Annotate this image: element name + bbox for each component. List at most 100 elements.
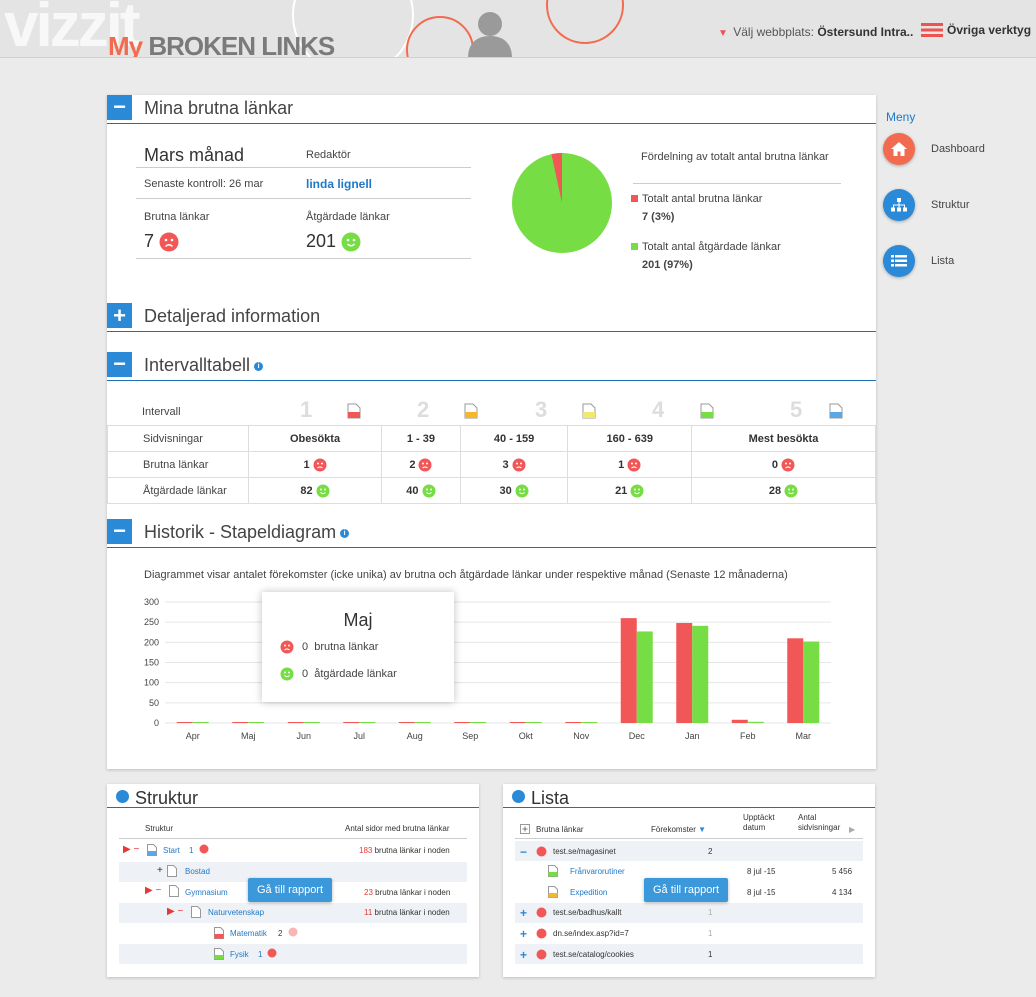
tree-node-naturvetenskap[interactable]: Naturvetenskap xyxy=(208,908,265,917)
site-selector[interactable]: ▼ Välj webbplats: Östersund Intra.. xyxy=(718,25,913,39)
bar-fixed[interactable] xyxy=(414,722,431,723)
tree-node-fysik[interactable]: Fysik xyxy=(230,950,249,959)
bar-broken[interactable] xyxy=(787,638,804,723)
bar-fixed[interactable] xyxy=(747,721,764,723)
tree-node-matematik[interactable]: Matematik xyxy=(230,929,267,938)
distribution-pie-chart xyxy=(512,153,612,253)
collapse-toggle-button[interactable]: − xyxy=(107,95,132,120)
menu-item-label: Dashboard xyxy=(931,143,985,155)
table-cell[interactable]: 82 xyxy=(247,477,383,504)
panel-title: Struktur xyxy=(135,788,199,808)
broken-link-search-icon[interactable] xyxy=(199,844,211,856)
bar-broken[interactable] xyxy=(343,722,360,723)
bar-broken[interactable] xyxy=(176,722,193,723)
expand-toggle-button[interactable]: + xyxy=(107,303,132,328)
bar-fixed[interactable] xyxy=(192,722,209,723)
bar-broken[interactable] xyxy=(731,719,748,723)
expand-arrow-icon[interactable]: ▶ − xyxy=(167,906,184,917)
menu-item-struktur[interactable]: Struktur xyxy=(883,189,970,221)
bar-broken[interactable] xyxy=(620,618,637,723)
x-tick-label: Okt xyxy=(519,731,534,741)
x-tick-label: Maj xyxy=(241,731,256,741)
chart-description: Diagrammet visar antalet förekomster (ic… xyxy=(144,569,788,581)
bar-fixed[interactable] xyxy=(525,722,542,723)
info-icon[interactable]: i xyxy=(340,529,350,538)
bar-fixed[interactable] xyxy=(303,722,320,723)
table-cell[interactable]: 30 xyxy=(459,477,569,504)
menu-item-lista[interactable]: Lista xyxy=(883,245,954,277)
y-tick-label: 200 xyxy=(144,637,159,647)
sitemap-icon xyxy=(116,790,129,803)
brand-logo[interactable]: My BROKEN LINKS xyxy=(108,31,335,57)
pageviews-count: 4 134 xyxy=(832,888,853,897)
expand-plus-icon[interactable]: + xyxy=(520,927,528,941)
column-header[interactable]: Antal sidvisningar xyxy=(798,813,841,832)
go-to-report-button[interactable]: Gå till rapport xyxy=(644,878,729,902)
lista-panel-header: Lista xyxy=(503,784,875,808)
table-cell[interactable]: 0 xyxy=(690,451,877,478)
referring-page-link[interactable]: Expedition xyxy=(570,888,608,897)
table-cell[interactable]: 1 xyxy=(247,451,383,478)
bar-fixed[interactable] xyxy=(692,625,709,723)
happy-face-icon xyxy=(422,484,436,497)
x-tick-label: Dec xyxy=(629,731,646,741)
broken-link-url[interactable]: test.se/magasinet xyxy=(553,847,616,856)
expand-arrow-icon[interactable]: ▶ − xyxy=(145,885,162,896)
expand-plus-icon[interactable]: + xyxy=(520,906,528,920)
expand-all-icon[interactable] xyxy=(520,824,530,834)
legend-broken-label: Totalt antal brutna länkar xyxy=(642,193,763,205)
bar-broken[interactable] xyxy=(287,722,304,723)
column-header[interactable]: Upptäckt datum xyxy=(743,813,775,832)
bar-broken[interactable] xyxy=(509,722,526,723)
bar-broken[interactable] xyxy=(454,722,471,723)
broken-link-search-icon[interactable] xyxy=(267,948,279,960)
info-icon[interactable]: i xyxy=(254,362,264,371)
bar-fixed[interactable] xyxy=(581,722,598,723)
collapse-toggle-button[interactable]: − xyxy=(107,519,132,544)
bar-broken[interactable] xyxy=(565,722,582,723)
bar-fixed[interactable] xyxy=(470,722,487,723)
bar-broken[interactable] xyxy=(232,722,249,723)
tree-node-bostad[interactable]: Bostad xyxy=(185,867,210,876)
bar-fixed[interactable] xyxy=(803,641,820,723)
broken-link-search-icon[interactable] xyxy=(288,927,300,939)
column-header-sorted[interactable]: Förekomster ▼ xyxy=(651,825,706,834)
other-tools-button[interactable]: Övriga verktyg xyxy=(921,23,1031,37)
broken-link-url[interactable]: dn.se/index.asp?id=7 xyxy=(553,929,629,938)
cell-value: 0 xyxy=(771,458,779,471)
column-header[interactable]: Brutna länkar xyxy=(536,825,584,834)
editor-name-link[interactable]: linda lignell xyxy=(306,177,373,191)
bar-fixed[interactable] xyxy=(248,722,265,723)
pie-slice-broken[interactable] xyxy=(551,153,562,203)
menu-item-dashboard[interactable]: Dashboard xyxy=(883,133,985,165)
broken-link-url[interactable]: test.se/catalog/cookies xyxy=(553,950,634,959)
collapse-toggle-button[interactable]: − xyxy=(107,352,132,377)
bar-broken[interactable] xyxy=(398,722,415,723)
other-tools-label: Övriga verktyg xyxy=(947,23,1032,37)
sort-desc-icon: ▼ xyxy=(698,825,707,834)
expand-arrow-icon[interactable]: ▶ − xyxy=(123,844,140,855)
node-info: 23 brutna länkar i noden xyxy=(364,888,450,897)
row-band xyxy=(515,903,863,923)
scroll-right-icon[interactable]: ▶ xyxy=(849,825,856,834)
expand-plus-icon[interactable]: + xyxy=(157,865,163,876)
tree-node-start[interactable]: Start xyxy=(163,846,180,855)
main-panel: − Mina brutna länkar Mars månad Redaktör… xyxy=(107,95,877,769)
broken-link-url[interactable]: test.se/badhus/kallt xyxy=(553,908,622,917)
table-cell[interactable]: 1 xyxy=(567,451,692,478)
bar-fixed[interactable] xyxy=(359,722,376,723)
bar-fixed[interactable] xyxy=(636,631,653,723)
tree-node-gymnasium[interactable]: Gymnasium xyxy=(185,888,228,897)
legend-fixed-label: Totalt antal åtgärdade länkar xyxy=(642,241,781,253)
referring-page-link[interactable]: Frånvarorutiner xyxy=(570,867,625,876)
table-cell[interactable]: 40 xyxy=(381,477,461,504)
expand-plus-icon[interactable]: + xyxy=(520,948,528,962)
table-cell[interactable]: 3 xyxy=(459,451,569,478)
table-cell[interactable]: 2 xyxy=(381,451,461,478)
bar-broken[interactable] xyxy=(676,622,693,723)
collapse-minus-icon[interactable]: − xyxy=(520,845,528,859)
last-check-text: Senaste kontroll: 26 mar xyxy=(144,178,264,190)
table-cell[interactable]: 21 xyxy=(567,477,692,504)
table-cell[interactable]: 28 xyxy=(690,477,877,504)
go-to-report-button[interactable]: Gå till rapport xyxy=(248,878,333,902)
